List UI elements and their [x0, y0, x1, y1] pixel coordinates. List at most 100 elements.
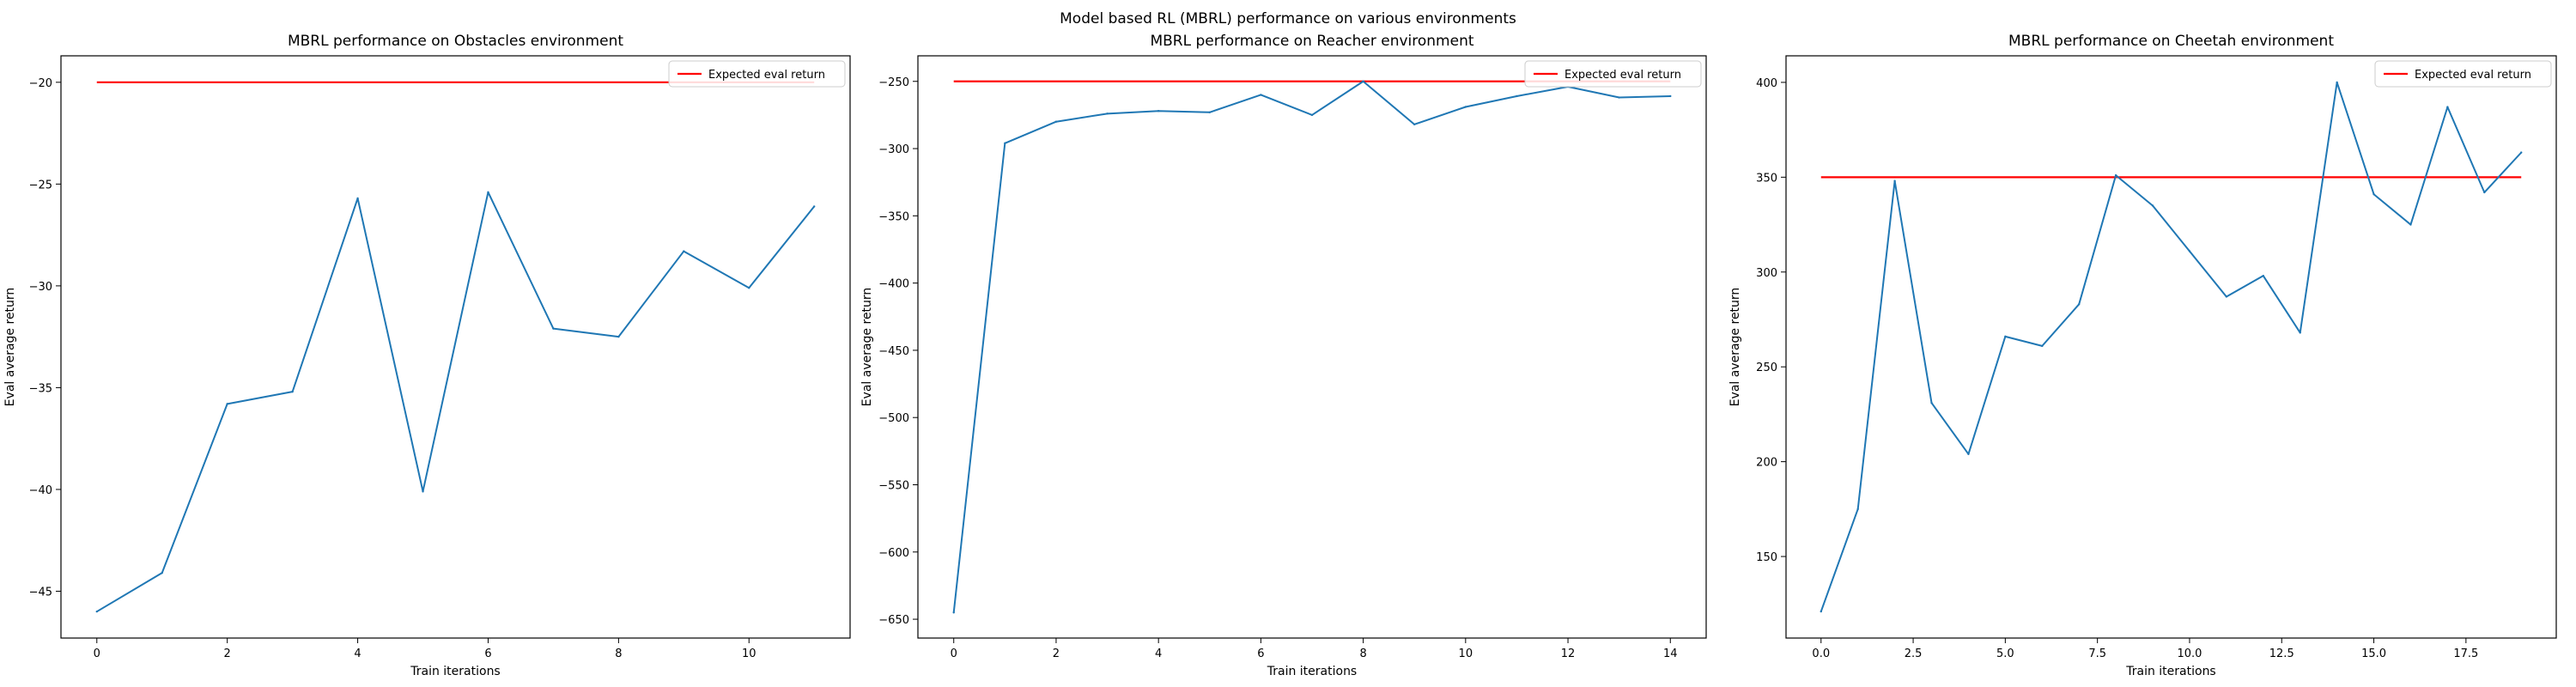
chart-3-data-point [2225, 295, 2228, 298]
chart-2-ytick-label: −450 [878, 345, 909, 358]
chart-2-ytick-label: −250 [878, 76, 909, 89]
chart-3-legend: Expected eval return [2374, 60, 2552, 88]
chart-3-xtick-label: 2.5 [1905, 647, 1923, 660]
chart-3-data-point [2409, 223, 2412, 226]
chart-3-ytick-label: 250 [1756, 362, 1777, 374]
chart-2-ytick-label: −350 [878, 210, 909, 223]
chart-1-data-point [422, 490, 424, 493]
chart-2-series-line [952, 80, 1671, 613]
chart-1-data-point [226, 403, 228, 405]
chart-2-ytick-label: −300 [878, 143, 909, 156]
chart-2-data-point [1260, 94, 1262, 96]
chart-1-data-point [617, 335, 620, 338]
chart-2-xtick-label: 14 [1663, 647, 1678, 660]
chart-1-xtick-label: 0 [94, 647, 100, 660]
chart-1-data-point [748, 287, 750, 289]
chart-2-legend-box [1524, 60, 1702, 88]
chart-2-frame [917, 55, 1707, 639]
chart-3-ytick-label: 200 [1756, 457, 1777, 470]
chart-2-ytick-label: −600 [878, 547, 909, 560]
chart-3-data-point [1893, 179, 1896, 182]
chart-2-xtick-label: 0 [951, 647, 957, 660]
chart-3-data-point [2188, 250, 2191, 252]
chart-3-data-point [2336, 81, 2338, 84]
chart-2-data-point [1310, 113, 1314, 117]
chart-3-data-point [2004, 335, 2007, 338]
chart-1-xtick-label: 6 [484, 647, 491, 660]
chart-3-data-point [2262, 274, 2264, 277]
chart-1-axes: MBRL performance on Obstacles environmen… [3, 33, 851, 678]
chart-2-xtick-label: 2 [1053, 647, 1060, 660]
chart-2-ytick-label: −550 [878, 479, 909, 492]
chart-3-data-point [2483, 191, 2486, 194]
chart-3-title: MBRL performance on Cheetah environment [2008, 33, 2334, 50]
chart-3-data-point [1856, 508, 1859, 511]
chart-1-ytick-label: −35 [29, 382, 52, 395]
chart-3-ytick-label: 350 [1756, 172, 1777, 185]
chart-3-data-point [2151, 204, 2154, 207]
chart-3-data-point [2114, 173, 2117, 177]
chart-1-ylabel: Eval average return [3, 288, 17, 407]
chart-2-data-point [1208, 111, 1211, 113]
chart-2-data-point [1464, 106, 1467, 108]
chart-1-frame [60, 55, 851, 639]
chart-2-xlabel: Train iterations [1267, 665, 1357, 678]
chart-3-xtick-label: 15.0 [2361, 647, 2386, 660]
chart-1-ytick-label: −40 [29, 484, 52, 497]
chart-1-data-point [813, 205, 816, 208]
chart-2-data-point [1004, 142, 1006, 144]
chart-3-ytick-label: 150 [1756, 551, 1777, 564]
chart-2-xtick-label: 4 [1155, 647, 1162, 660]
chart-3-data-point [2446, 106, 2449, 108]
chart-3-legend-label: Expected eval return [2415, 69, 2531, 82]
chart-3-data-point [2299, 331, 2301, 334]
chart-1-ytick-label: −25 [29, 179, 52, 192]
chart-2-xtick-label: 10 [1459, 647, 1473, 660]
chart-2-title: MBRL performance on Reacher environment [1150, 33, 1473, 50]
chart-1-series-line [96, 191, 816, 613]
chart-3-ytick-label: 300 [1756, 267, 1777, 280]
chart-1-xtick-label: 10 [742, 647, 756, 660]
chart-3-data-point [2078, 303, 2081, 306]
chart-1-legend: Expected eval return [668, 60, 846, 88]
chart-1-xlabel: Train iterations [410, 665, 500, 678]
chart-1-xtick-label: 8 [615, 647, 622, 660]
chart-1-data-point [161, 571, 163, 575]
chart-1-xtick-label: 4 [354, 647, 361, 660]
chart-2-data-point [1618, 96, 1620, 99]
chart-3-ylabel: Eval average return [1728, 288, 1742, 407]
chart-2-data-point [1054, 120, 1058, 123]
chart-1-legend-box [668, 60, 846, 88]
chart-1-ytick-label: −45 [29, 586, 52, 599]
chart-2-data-point [1362, 80, 1364, 82]
chart-1-data-point [95, 610, 98, 613]
chart-2-xtick-label: 8 [1359, 647, 1366, 660]
chart-2-ylabel: Eval average return [860, 288, 874, 407]
chart-3-xtick-label: 12.5 [2269, 647, 2294, 660]
chart-2-legend-label: Expected eval return [1564, 69, 1681, 82]
chart-3-xtick-label: 17.5 [2453, 647, 2478, 660]
chart-1-data-point [356, 197, 359, 200]
chart-3-data-point [1930, 401, 1933, 404]
chart-3-ytick-label: 400 [1756, 77, 1777, 90]
chart-3-data-point [2520, 151, 2523, 154]
chart-1-xtick-label: 2 [224, 647, 231, 660]
chart-3-xtick-label: 5.0 [1996, 647, 2014, 660]
chart-2-data-point [1106, 112, 1109, 115]
chart-1-data-point [552, 327, 555, 330]
chart-1-data-point [683, 250, 685, 252]
chart-2-data-point [952, 611, 955, 614]
chart-2-data-point [1669, 94, 1672, 98]
chart-3-data-point [1967, 453, 1970, 455]
chart-3-xtick-label: 0.0 [1812, 647, 1830, 660]
chart-3-frame [1785, 55, 2557, 639]
chart-3-xtick-label: 7.5 [2088, 647, 2106, 660]
chart-3-xtick-label: 10.0 [2177, 647, 2202, 660]
chart-1-ytick-label: −20 [29, 77, 52, 90]
chart-3-data-point [2372, 193, 2375, 196]
chart-3-data-point [2041, 344, 2044, 348]
chart-1-data-point [487, 191, 489, 194]
chart-2-ytick-label: −400 [878, 278, 909, 291]
